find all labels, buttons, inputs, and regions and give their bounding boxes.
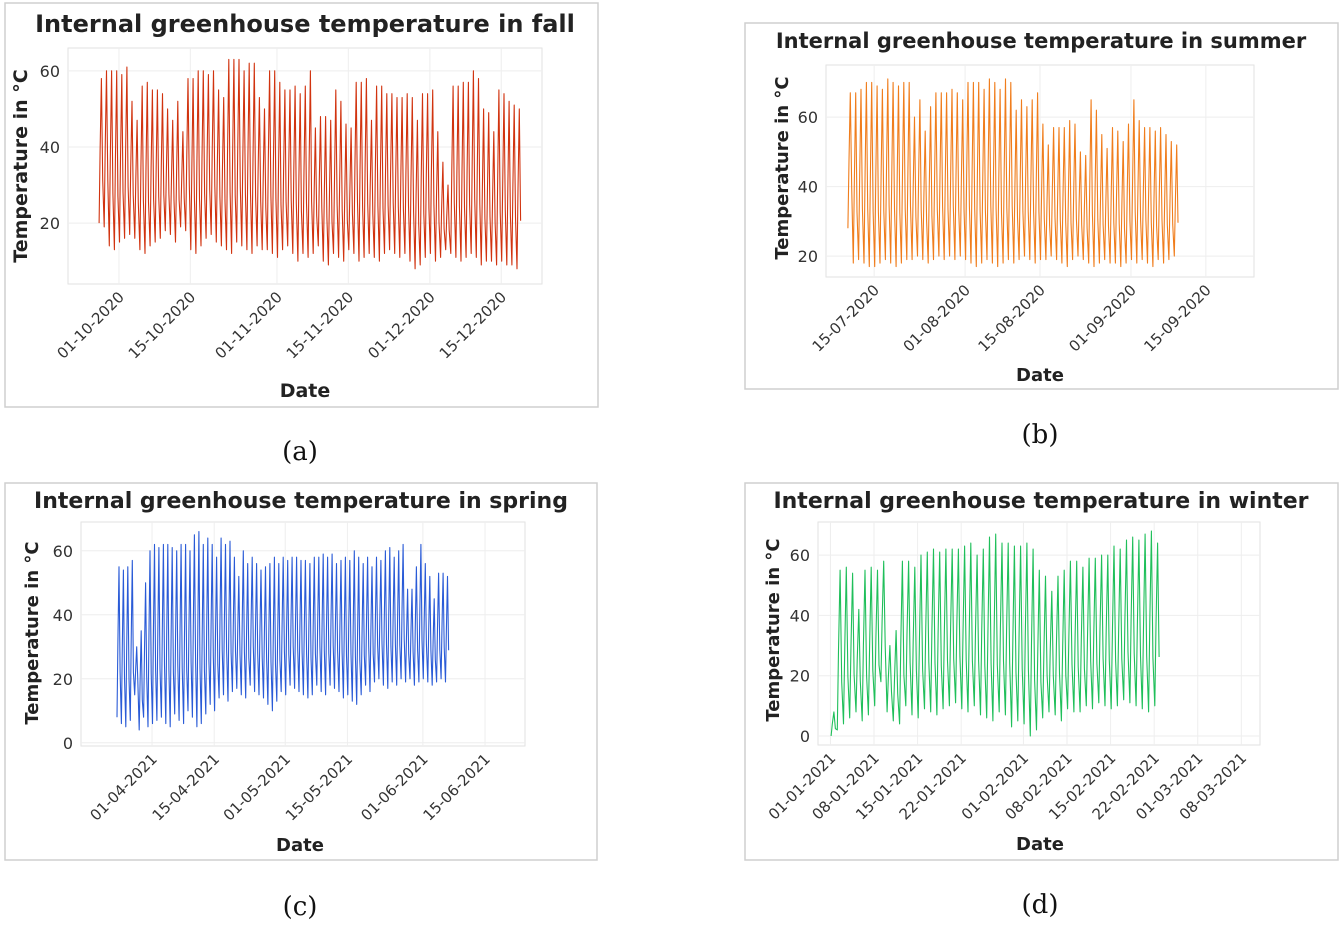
chart-title: Internal greenhouse temperature in sprin… <box>34 489 568 514</box>
series-line-internal-temperature <box>98 58 522 270</box>
y-tick-label: 0 <box>800 727 810 746</box>
series-line-internal-temperature <box>847 78 1179 268</box>
chart-summer: Internal greenhouse temperature in summe… <box>744 22 1339 390</box>
y-axis-label: Temperature in °C <box>10 69 32 262</box>
y-tick-label: 20 <box>53 670 73 689</box>
chart-fall: Internal greenhouse temperature in fall … <box>4 2 599 408</box>
caption-d: (d) <box>1021 890 1059 920</box>
y-axis-label: Temperature in °C <box>772 76 793 259</box>
caption-a: (a) <box>282 437 318 467</box>
y-tick-label: 60 <box>40 62 60 81</box>
y-tick-label: 60 <box>53 542 73 561</box>
y-tick-label: 40 <box>40 138 60 157</box>
y-tick-label: 20 <box>40 214 60 233</box>
y-tick-label: 60 <box>798 108 818 127</box>
chart-title: Internal greenhouse temperature in summe… <box>776 29 1307 53</box>
plot-area <box>817 521 1261 746</box>
series-line-internal-temperature <box>116 531 450 731</box>
chart-winter: Internal greenhouse temperature in winte… <box>744 482 1339 861</box>
y-tick-label: 60 <box>790 546 810 565</box>
caption-c: (c) <box>282 892 318 922</box>
y-axis-label: Temperature in °C <box>22 541 43 724</box>
y-tick-label: 20 <box>798 247 818 266</box>
y-axis-label: Temperature in °C <box>763 538 784 721</box>
x-axis-label: Date <box>276 835 324 856</box>
x-axis-label: Date <box>1016 365 1064 386</box>
chart-spring: Internal greenhouse temperature in sprin… <box>4 482 598 861</box>
y-tick-label: 40 <box>53 606 73 625</box>
y-tick-label: 0 <box>63 734 73 753</box>
y-tick-label: 40 <box>790 606 810 625</box>
chart-title: Internal greenhouse temperature in fall <box>35 10 575 38</box>
series-line-internal-temperature <box>830 530 1160 737</box>
y-tick-label: 40 <box>798 178 818 197</box>
x-axis-label: Date <box>1016 834 1064 855</box>
chart-title: Internal greenhouse temperature in winte… <box>773 489 1308 514</box>
caption-b: (b) <box>1021 420 1059 450</box>
y-tick-label: 20 <box>790 667 810 686</box>
x-axis-label: Date <box>280 380 331 402</box>
